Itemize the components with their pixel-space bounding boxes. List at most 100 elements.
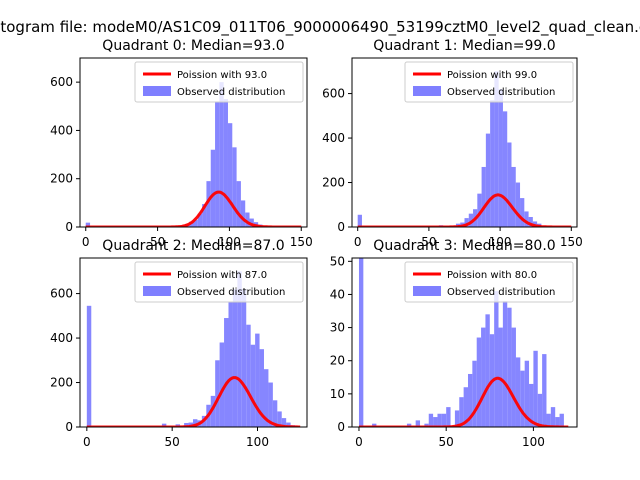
histogram-bar	[277, 411, 282, 427]
histogram-bar	[468, 213, 474, 227]
axes-frame	[79, 257, 308, 428]
histogram-bar	[236, 181, 241, 227]
histogram-bar	[485, 133, 491, 227]
legend-observed-swatch	[143, 86, 171, 96]
axes-frame	[351, 257, 578, 428]
histogram-bar	[240, 200, 246, 227]
histogram-bar	[227, 123, 233, 227]
histogram-bar	[245, 212, 250, 227]
legend-observed-label: Observed distribution	[447, 287, 555, 298]
legend: Poission with 93.0 Observed distribution	[134, 61, 304, 103]
histogram-bar	[528, 216, 533, 227]
histogram-bar	[502, 301, 508, 427]
histogram-bar	[507, 307, 512, 427]
x-tick-label: 50	[421, 235, 436, 249]
histogram-bar	[524, 360, 530, 427]
y-tick-label: 0	[65, 420, 73, 434]
legend-fit-label: Poission with 80.0	[447, 270, 537, 281]
histogram-bar	[481, 166, 486, 227]
histogram-bar	[228, 302, 233, 427]
histogram-bar	[494, 291, 499, 427]
histogram-bar	[197, 213, 203, 227]
histogram-bar	[559, 413, 564, 427]
histogram-bar	[406, 423, 412, 427]
y-tick-label: 20	[330, 354, 345, 368]
y-tick-label: 400	[50, 123, 73, 137]
histogram-bar	[424, 423, 429, 427]
y-tick-label: 400	[322, 131, 345, 145]
histogram-bar	[428, 413, 434, 427]
quadrant-1-plot: 0 50 100 150 0 200 400 600 Poission with 99.0 Obs…	[322, 38, 583, 249]
poisson-fit-line	[359, 376, 569, 427]
legend: Poission with 87.0 Observed distribution	[134, 261, 304, 303]
poisson-fit-line	[86, 376, 301, 427]
x-tick-label: 100	[522, 435, 545, 449]
histogram-bar	[286, 422, 291, 427]
histogram-bar	[550, 407, 556, 427]
axes-frame	[79, 57, 308, 228]
histogram-bar	[511, 166, 516, 227]
x-tick-label: 100	[218, 235, 241, 249]
histogram-bar	[520, 370, 525, 427]
legend-box	[404, 261, 574, 303]
panel-title: Quadrant 1: Median=99.0	[373, 38, 555, 54]
histogram-bar	[358, 258, 364, 427]
histogram-bar	[446, 407, 451, 427]
histogram-bar	[515, 357, 521, 427]
legend-observed-swatch	[143, 286, 171, 296]
histogram-bar	[192, 419, 198, 427]
plot-area	[86, 271, 301, 427]
histogram-bar	[223, 99, 228, 227]
y-tick-label: 10	[330, 387, 345, 401]
legend-observed-swatch	[413, 86, 441, 96]
legend-box	[134, 61, 304, 103]
y-tick-label: 50	[330, 254, 345, 268]
histogram-bar	[515, 182, 521, 227]
y-tick-label: 600	[322, 87, 345, 101]
x-tick-label: 100	[489, 235, 512, 249]
histogram-bar	[467, 373, 473, 427]
y-tick-label: 0	[337, 220, 345, 234]
plot-area	[85, 82, 302, 227]
histogram-bar	[481, 327, 486, 427]
y-tick-label: 600	[50, 75, 73, 89]
poisson-fit-line	[85, 190, 302, 227]
y-tick-label: 200	[322, 176, 345, 190]
histogram-bar	[224, 318, 229, 427]
histogram-bar	[215, 101, 220, 227]
y-tick-label: 0	[337, 420, 345, 434]
histogram-bar	[272, 400, 278, 427]
histogram-bar	[259, 349, 264, 427]
histogram-bar	[161, 423, 167, 427]
x-tick-label: 0	[355, 435, 363, 449]
legend-box	[404, 61, 574, 103]
histogram-bar	[555, 417, 560, 427]
quadrant-3-plot: 0 50 100 0 10 20 30 40 50 Poission with 80.0 Obser…	[330, 238, 578, 449]
histogram-bar	[546, 413, 551, 427]
figure-suptitle: Histogram file: modeM0/AS1C09_011T06_900…	[0, 18, 640, 37]
histogram-bar	[463, 387, 468, 427]
histogram-bar	[250, 344, 256, 427]
histogram-bar	[464, 218, 469, 227]
histogram-bar	[232, 147, 237, 227]
legend-observed-label: Observed distribution	[447, 87, 555, 98]
x-tick-label: 50	[439, 435, 454, 449]
y-tick-label: 30	[330, 321, 345, 335]
histogram-bar	[454, 410, 460, 427]
histogram-bar	[537, 393, 543, 427]
histogram-bar	[415, 420, 421, 427]
legend-fit-label: Poission with 87.0	[177, 270, 267, 281]
y-tick-label: 40	[330, 287, 345, 301]
y-tick-label: 0	[65, 220, 73, 234]
histogram-bar	[524, 211, 529, 227]
x-tick-label: 150	[290, 235, 313, 249]
histogram-bar	[85, 222, 91, 227]
histogram-bar	[193, 219, 198, 227]
plot-area	[358, 258, 569, 427]
histogram-bar	[263, 369, 269, 427]
histogram-bar	[472, 360, 477, 427]
histogram-bar	[437, 413, 442, 427]
